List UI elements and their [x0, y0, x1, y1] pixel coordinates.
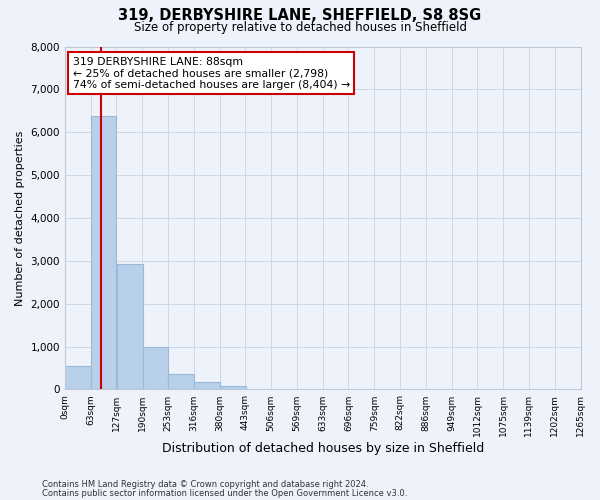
Text: 319, DERBYSHIRE LANE, SHEFFIELD, S8 8SG: 319, DERBYSHIRE LANE, SHEFFIELD, S8 8SG: [118, 8, 482, 22]
Bar: [169, 374, 194, 390]
Text: Contains HM Land Registry data © Crown copyright and database right 2024.: Contains HM Land Registry data © Crown c…: [42, 480, 368, 489]
Bar: [117, 264, 143, 390]
Bar: [194, 382, 220, 390]
Bar: [220, 386, 246, 390]
Y-axis label: Number of detached properties: Number of detached properties: [15, 130, 25, 306]
Text: 319 DERBYSHIRE LANE: 88sqm
← 25% of detached houses are smaller (2,798)
74% of s: 319 DERBYSHIRE LANE: 88sqm ← 25% of deta…: [73, 57, 350, 90]
X-axis label: Distribution of detached houses by size in Sheffield: Distribution of detached houses by size …: [161, 442, 484, 455]
Text: Size of property relative to detached houses in Sheffield: Size of property relative to detached ho…: [133, 21, 467, 34]
Bar: [91, 116, 116, 390]
Bar: [65, 366, 91, 390]
Bar: [143, 347, 169, 390]
Text: Contains public sector information licensed under the Open Government Licence v3: Contains public sector information licen…: [42, 488, 407, 498]
